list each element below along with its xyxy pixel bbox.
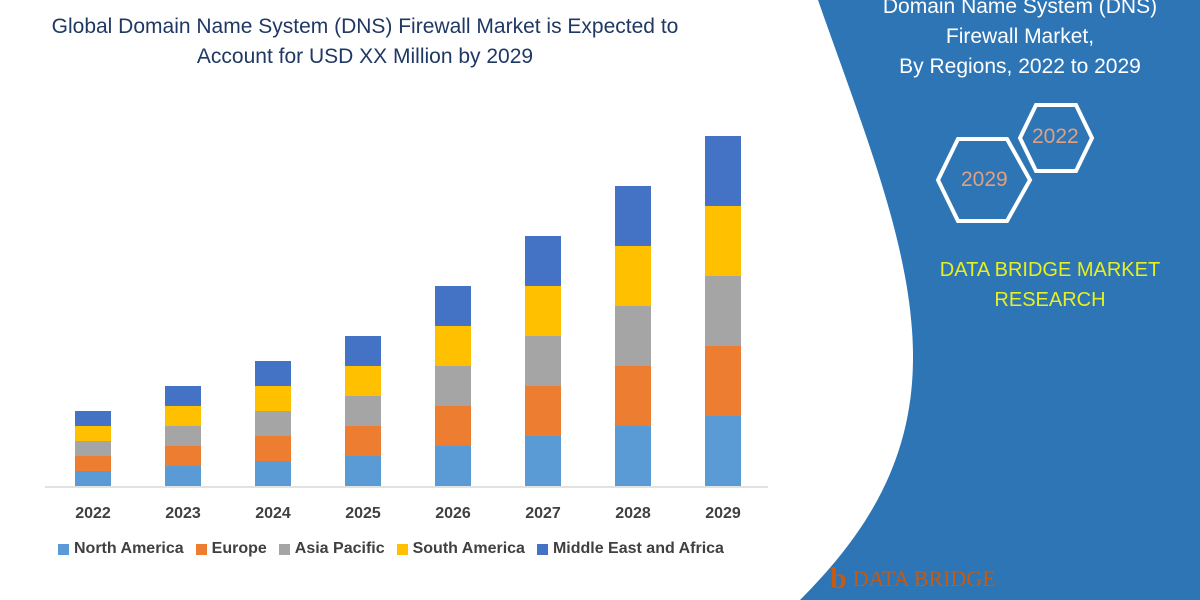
bar-segment-asia-pacific-2027 [525,336,561,386]
legend-label: North America [74,540,184,557]
x-tick-label: 2029 [705,505,741,522]
bar-segment-asia-pacific-2023 [165,426,201,446]
bar-segment-south-america-2024 [255,386,291,411]
bar-segment-north-america-2028 [615,426,651,486]
legend-item: South America [396,540,525,558]
legend-swatch [278,543,290,555]
bar-segment-europe-2029 [705,346,741,416]
bar-segment-north-america-2029 [705,416,741,486]
bar-segment-south-america-2027 [525,286,561,336]
x-tick-label: 2022 [75,505,111,522]
x-tick-label: 2026 [435,505,471,522]
bar-segment-europe-2023 [165,446,201,466]
bar-segment-south-america-2023 [165,406,201,426]
x-tick-label: 2023 [165,505,201,522]
bar-segment-middle-east-and-africa-2024 [255,361,291,386]
title-line-2: Account for USD XX Million by 2029 [196,45,534,68]
logo-icon: b [830,562,847,595]
logo: b DATA BRIDGE [830,562,996,596]
x-tick-label: 2024 [255,505,291,522]
bar-segment-asia-pacific-2029 [705,276,741,346]
legend-item: Asia Pacific [278,540,385,558]
bar-segment-asia-pacific-2028 [615,306,651,366]
legend-swatch [58,543,69,555]
bar-segment-europe-2027 [525,386,561,436]
brand-line-1: DATA BRIDGE MARKET [939,259,1161,281]
x-tick-label: 2028 [615,505,651,522]
bar-segment-north-america-2024 [255,461,291,486]
bar-segment-middle-east-and-africa-2023 [165,386,201,406]
panel-title-line-2: Firewall Market, [945,25,1095,48]
bar-segment-south-america-2029 [705,206,741,276]
legend-label: Europe [211,540,267,557]
legend-label: Middle East and Africa [552,540,724,557]
bar-segment-asia-pacific-2022 [75,441,111,456]
legend-swatch [396,543,408,555]
bar-segment-south-america-2025 [345,366,381,396]
panel-title: Domain Name System (DNS) Firewall Market… [860,0,1180,82]
legend-label: Asia Pacific [294,540,385,557]
bar-segment-north-america-2025 [345,456,381,486]
brand-text: DATA BRIDGE MARKET RESEARCH [900,255,1200,315]
bar-segment-north-america-2027 [525,436,561,486]
bar-segment-middle-east-and-africa-2025 [345,336,381,366]
bar-segment-asia-pacific-2026 [435,366,471,406]
bar-segment-north-america-2023 [165,466,201,486]
panel-title-line-1: Domain Name System (DNS) [882,0,1158,18]
bar-segment-middle-east-and-africa-2022 [75,411,111,426]
x-tick-label: 2025 [345,505,381,522]
bar-segment-north-america-2022 [75,471,111,486]
legend-item: Middle East and Africa [536,540,724,558]
bar-segment-europe-2022 [75,456,111,471]
panel-title-line-3: By Regions, 2022 to 2029 [899,55,1141,78]
logo-text: DATA BRIDGE [852,566,996,591]
legend-swatch [536,543,548,555]
legend-item: North America [58,540,184,558]
hex-label-2022: 2022 [1032,125,1079,148]
bar-segment-middle-east-and-africa-2028 [615,186,651,246]
bar-segment-middle-east-and-africa-2027 [525,236,561,286]
bar-segment-middle-east-and-africa-2026 [435,286,471,326]
legend-label: South America [412,540,525,557]
legend-item: Europe [195,540,267,558]
bar-segment-europe-2025 [345,426,381,456]
chart-title: Global Domain Name System (DNS) Firewall… [0,12,730,72]
hex-2022 [1017,103,1095,173]
x-tick-label: 2027 [525,505,561,522]
brand-line-2: RESEARCH [994,289,1106,311]
title-line-1: Global Domain Name System (DNS) Firewall… [51,15,679,38]
hex-label-2029: 2029 [961,168,1008,191]
hex-2029 [935,137,1033,223]
legend: North America Europe Asia Pacific South … [58,540,724,558]
side-panel [800,0,1200,600]
bar-segment-europe-2024 [255,436,291,461]
bar-segment-north-america-2026 [435,446,471,486]
bar-segment-middle-east-and-africa-2029 [705,136,741,206]
bar-segment-south-america-2022 [75,426,111,441]
legend-swatch [195,543,207,555]
bar-segment-europe-2028 [615,366,651,426]
bar-segment-south-america-2028 [615,246,651,306]
bar-segment-asia-pacific-2025 [345,396,381,426]
bar-segment-south-america-2026 [435,326,471,366]
bar-segment-europe-2026 [435,406,471,446]
bar-segment-asia-pacific-2024 [255,411,291,436]
